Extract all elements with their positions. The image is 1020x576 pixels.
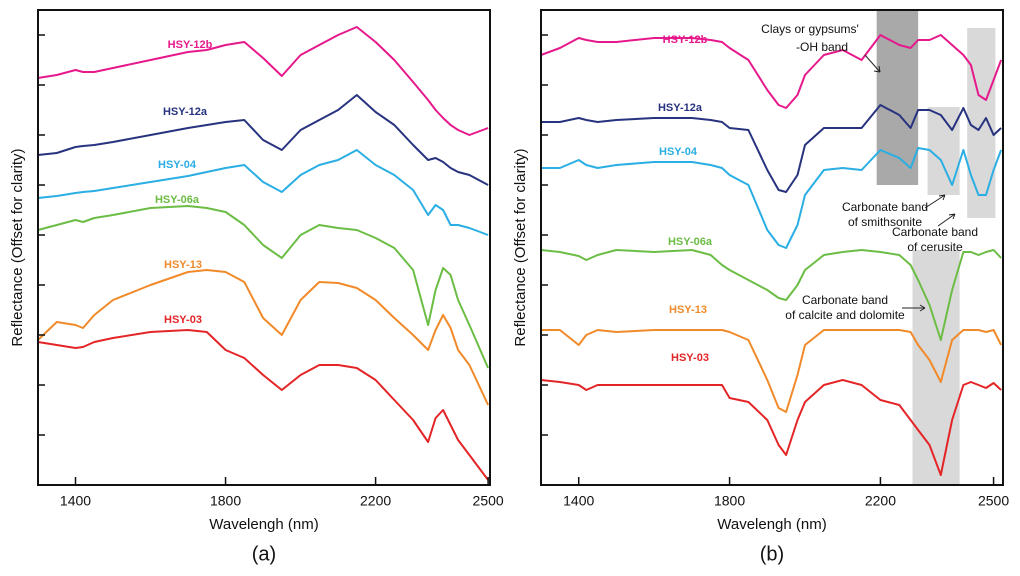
series-label: HSY-04 (659, 146, 698, 158)
spectrum-line (541, 104, 1002, 193)
series-label: HSY-12a (658, 102, 703, 114)
annotation-arrow (924, 194, 946, 209)
spectrum-line (540, 34, 1003, 109)
plot-frame (540, 9, 1004, 486)
spectrum-line (37, 26, 489, 136)
annotation-text: Carbonate band (842, 200, 928, 214)
x-tick-label: 2200 (360, 493, 391, 509)
annotation-arrow (937, 213, 956, 227)
annotation-arrow (902, 304, 926, 312)
annotation-arrow (864, 54, 881, 73)
x-axis-title: Wavelengh (nm) (209, 516, 318, 533)
annotation-text: Carbonate band (802, 293, 888, 307)
spectrum-line (541, 147, 1003, 249)
annotation-text: Clays or gypsums' (761, 22, 859, 36)
series-label: HSY-04 (158, 159, 197, 171)
spectrum-line (541, 329, 1002, 413)
x-tick-label: 1800 (210, 493, 241, 509)
annotation-arrows (864, 54, 956, 312)
x-axis-title: Wavelengh (nm) (717, 516, 826, 533)
series-label: HSY-03 (164, 314, 202, 326)
spectrum-line (37, 329, 489, 481)
spectrum-line (540, 249, 1002, 341)
series-label: HSY-12b (168, 39, 213, 51)
x-tick-label: 2200 (865, 493, 896, 509)
spectrum-line (37, 149, 489, 236)
annotation-text: of smithsonite (848, 215, 922, 229)
series-label: HSY-03 (671, 352, 709, 364)
spectrum-line (37, 269, 490, 406)
spectrum-line (37, 205, 490, 369)
y-axis-title: Reflectance (Offset for clarity) (9, 148, 26, 346)
y-axis-title: Reflectance (Offset for clarity) (512, 148, 529, 346)
series-label: HSY-12a (163, 106, 208, 118)
series-label: HSY-06a (155, 194, 200, 206)
spectrum-line (540, 379, 1002, 476)
series-label: HSY-13 (164, 259, 202, 271)
annotation-text: of cerusite (907, 240, 963, 254)
annotation-text: of calcite and dolomite (785, 308, 905, 322)
x-tick-label: 2500 (978, 493, 1009, 509)
x-tick-label: 1800 (714, 493, 745, 509)
x-tick-label: 1400 (60, 493, 91, 509)
x-tick-label: 2500 (473, 493, 504, 509)
highlight-band (967, 28, 996, 218)
spectrum-line (37, 94, 489, 186)
panel-label: (b) (760, 543, 784, 565)
series-label: HSY-13 (669, 304, 707, 316)
series-label: HSY-12b (663, 34, 708, 46)
x-tick-label: 1400 (563, 493, 594, 509)
series-label: HSY-06a (668, 236, 713, 248)
plot-frame (37, 9, 491, 486)
highlight-band (876, 10, 919, 185)
panel-label: (a) (252, 543, 276, 565)
annotation-text: Carbonate band (892, 225, 978, 239)
annotation-text: -OH band (796, 40, 848, 54)
